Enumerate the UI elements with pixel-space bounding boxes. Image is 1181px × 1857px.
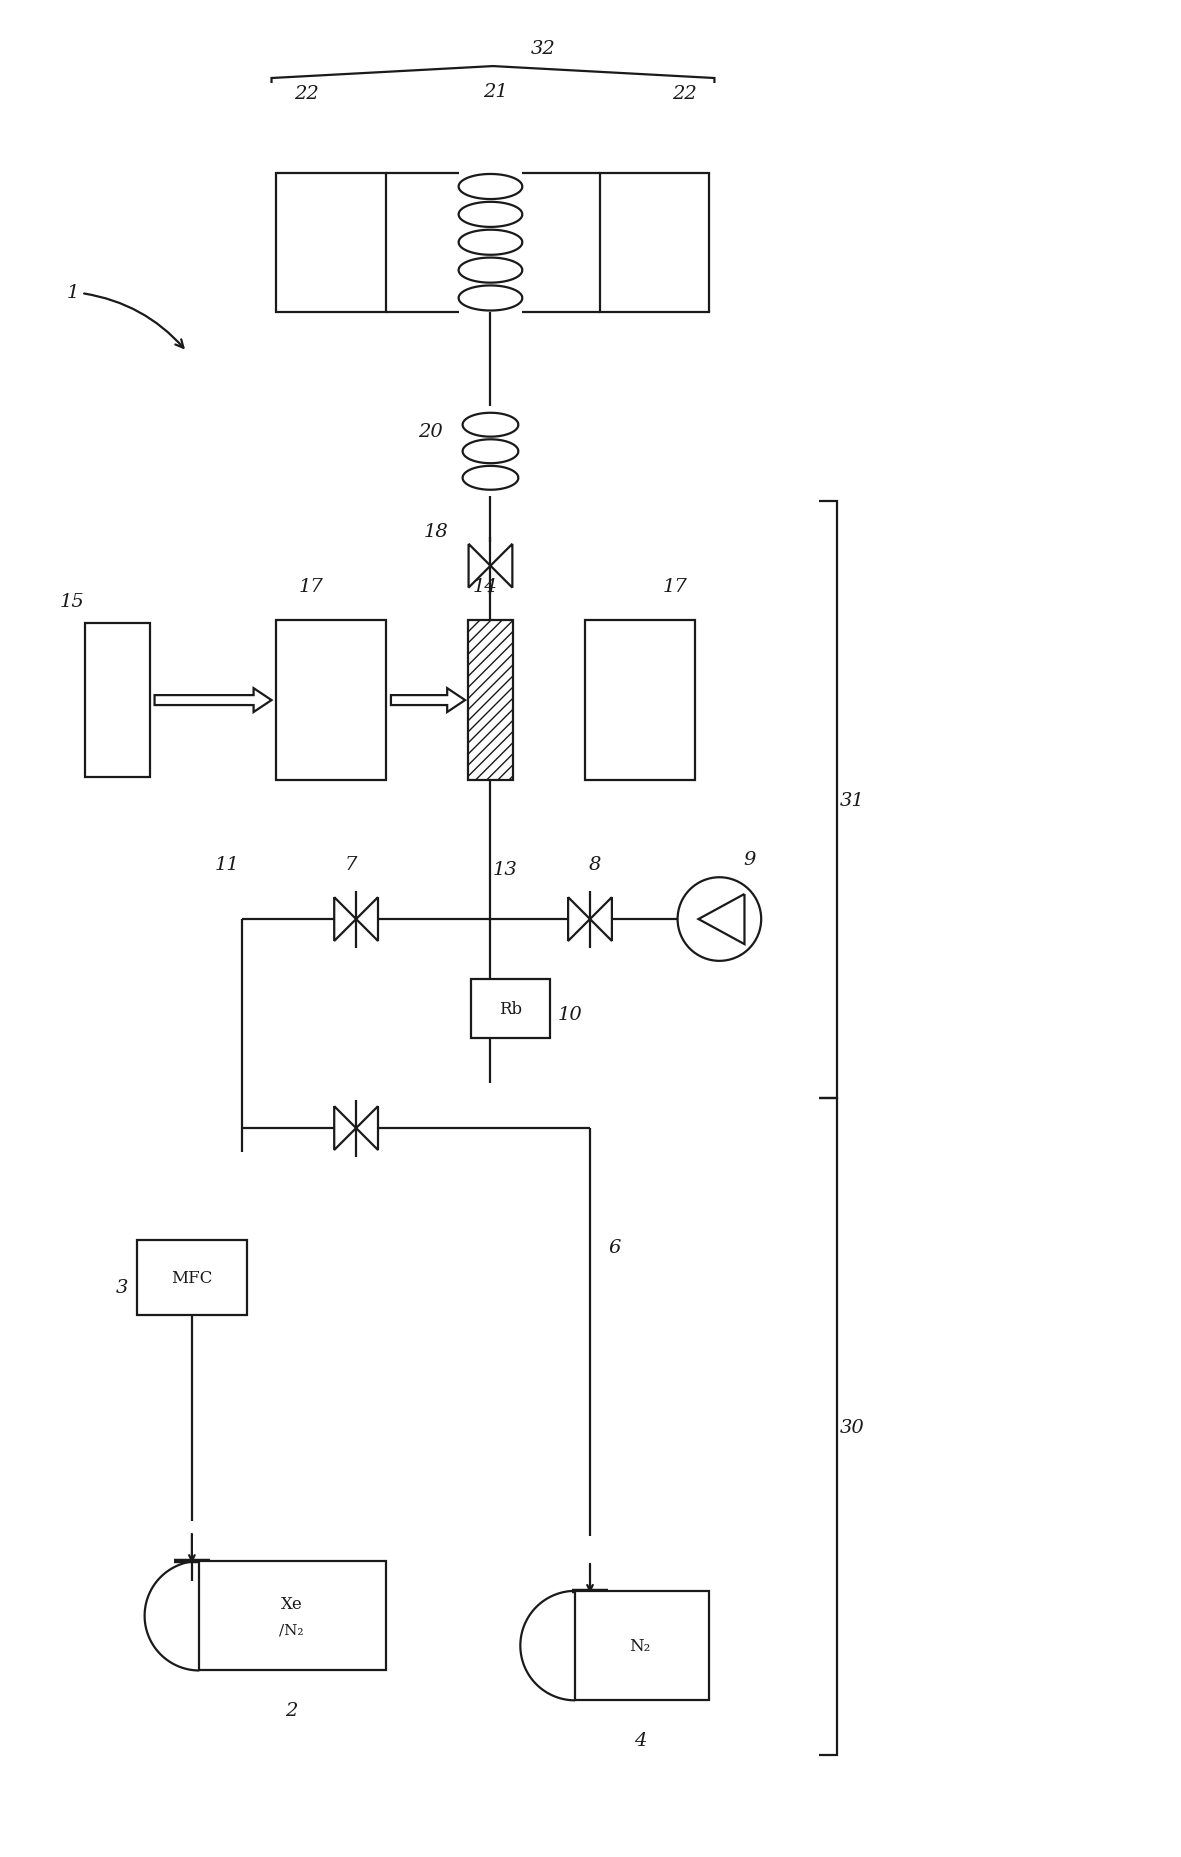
Text: 8: 8 <box>589 856 601 875</box>
Bar <box>276 173 386 312</box>
Text: 10: 10 <box>557 1005 582 1023</box>
Text: Rb: Rb <box>498 1001 522 1018</box>
Polygon shape <box>155 689 272 713</box>
Text: 31: 31 <box>840 791 864 810</box>
Text: MFC: MFC <box>171 1268 213 1287</box>
Text: 18: 18 <box>423 522 448 540</box>
Polygon shape <box>391 689 465 713</box>
Bar <box>575 1591 710 1701</box>
Text: 6: 6 <box>608 1239 621 1257</box>
Text: 15: 15 <box>60 592 85 611</box>
Text: 2: 2 <box>286 1701 298 1720</box>
Text: 11: 11 <box>214 856 239 875</box>
Text: /N₂: /N₂ <box>279 1623 304 1636</box>
Text: 13: 13 <box>492 862 517 878</box>
Text: 1: 1 <box>66 284 183 349</box>
Text: 14: 14 <box>474 578 498 596</box>
Bar <box>276 620 386 780</box>
Text: 9: 9 <box>743 851 756 869</box>
Text: 17: 17 <box>663 578 687 596</box>
Bar <box>85 624 150 778</box>
Text: 4: 4 <box>633 1731 646 1749</box>
Text: 30: 30 <box>840 1419 864 1435</box>
Bar <box>585 620 694 780</box>
Text: 7: 7 <box>345 856 358 875</box>
Text: N₂: N₂ <box>629 1638 651 1655</box>
Text: 22: 22 <box>294 85 319 102</box>
Text: 22: 22 <box>672 85 697 102</box>
Bar <box>470 979 550 1038</box>
Text: 20: 20 <box>418 423 443 442</box>
Bar <box>200 1562 386 1671</box>
Text: 32: 32 <box>530 41 555 58</box>
Text: Xe: Xe <box>281 1595 302 1612</box>
Text: 3: 3 <box>116 1279 129 1296</box>
Text: 21: 21 <box>483 84 508 100</box>
Text: 17: 17 <box>299 578 324 596</box>
Bar <box>137 1240 247 1315</box>
Bar <box>468 620 513 780</box>
Bar <box>600 173 710 312</box>
